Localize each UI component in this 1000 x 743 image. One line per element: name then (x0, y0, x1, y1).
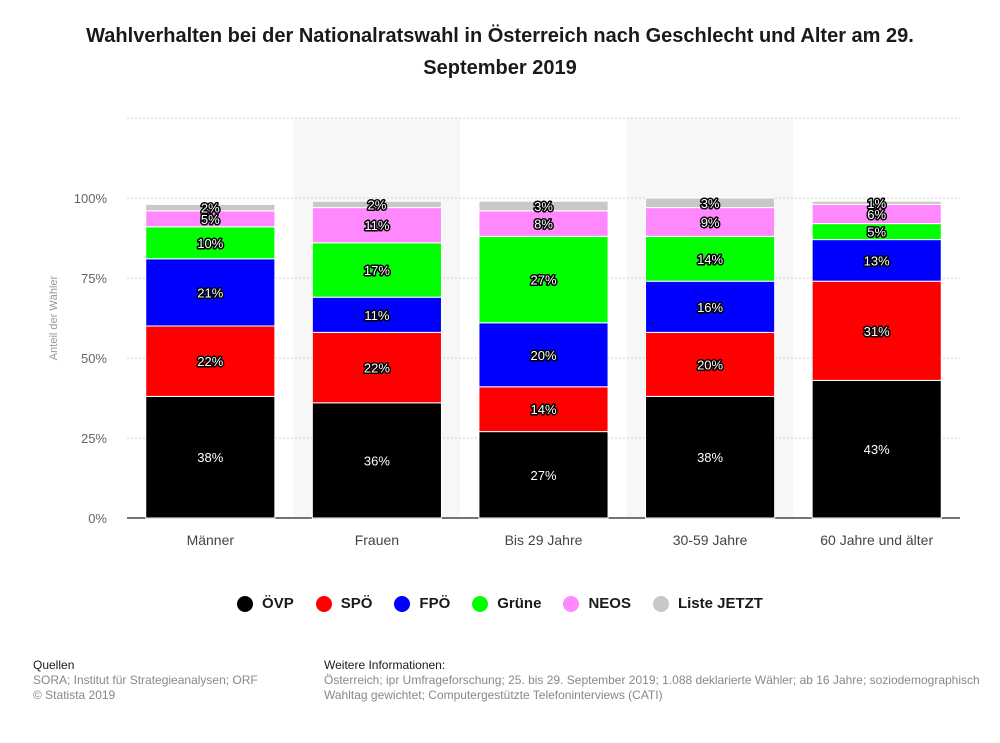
data-label: 2% (368, 197, 387, 212)
x-tick-label: Männer (187, 532, 235, 548)
sources-heading: Quellen (33, 658, 75, 672)
bar-segment (311, 331, 442, 404)
data-label: 1% (867, 196, 886, 211)
bar-segment (645, 395, 776, 519)
info-block: Weitere Informationen: Österreich; ipr U… (324, 658, 1000, 703)
bar-segment (645, 331, 776, 397)
y-axis-title: Anteil der Wähler (48, 275, 60, 360)
data-label: 11% (364, 218, 389, 233)
data-label: 38% (697, 450, 723, 465)
legend-item[interactable]: SPÖ (315, 595, 373, 612)
info-text-line2: Wahltag gewichtet; Computergestützte Tel… (324, 688, 663, 702)
data-label: 22% (364, 361, 390, 376)
sources-block: Quellen SORA; Institut für Strategieanal… (33, 658, 258, 703)
legend-label: FPÖ (419, 595, 451, 612)
data-label: 8% (534, 217, 553, 232)
bar-segment (145, 395, 276, 519)
chart-title: Wahlverhalten bei der Nationalratswahl i… (86, 25, 914, 79)
info-text-line1: Österreich; ipr Umfrageforschung; 25. bi… (324, 673, 980, 687)
data-label: 27% (530, 468, 556, 483)
bar-segment (811, 200, 942, 205)
legend-item[interactable]: Liste JETZT (652, 595, 763, 612)
y-tick-label: 25% (81, 431, 107, 446)
data-label: 27% (530, 273, 556, 288)
data-label: 20% (697, 357, 723, 372)
data-label: 17% (364, 263, 390, 278)
x-tick-label: Frauen (355, 532, 399, 548)
bar-segment (645, 207, 776, 237)
legend-item[interactable]: Grüne (472, 595, 541, 612)
data-label: 43% (864, 442, 890, 457)
data-label: 6% (867, 207, 886, 222)
bar-segment (478, 200, 609, 212)
copyright-text: © Statista 2019 (33, 688, 116, 702)
legend-label: Grüne (497, 595, 542, 612)
x-tick-label: 30-59 Jahre (673, 532, 748, 548)
data-label: 22% (197, 354, 223, 369)
legend-swatch-icon (315, 595, 332, 612)
y-tick-label: 0% (88, 511, 107, 526)
bar-segment (478, 431, 609, 519)
data-label: 3% (701, 196, 720, 211)
legend-label: ÖVP (262, 595, 294, 612)
data-label: 14% (697, 252, 723, 267)
data-label: 16% (697, 300, 723, 315)
data-label: 5% (201, 212, 220, 227)
data-label: 20% (530, 348, 556, 363)
data-label: 31% (864, 324, 890, 339)
legend-swatch-icon (394, 595, 411, 612)
legend-item[interactable]: NEOS (563, 595, 631, 612)
data-label: 21% (197, 285, 223, 300)
bar-segment (311, 296, 442, 333)
info-heading: Weitere Informationen: (324, 658, 446, 672)
bar-segment (311, 402, 442, 519)
legend-swatch-icon (472, 595, 489, 612)
bar-segment (145, 325, 276, 397)
sources-text: SORA; Institut für Strategieanalysen; OR… (33, 673, 258, 687)
bar-segment (645, 197, 776, 209)
bar-segment (145, 203, 276, 212)
bar-segment (478, 386, 609, 433)
bar-segment (311, 242, 442, 298)
y-tick-label: 75% (81, 271, 107, 286)
bar-segment (478, 210, 609, 237)
y-tick-label: 100% (74, 191, 108, 206)
legend-swatch-icon (563, 595, 580, 612)
bar-segment (311, 207, 442, 244)
data-label: 10% (197, 236, 223, 251)
legend-label: Liste JETZT (677, 595, 763, 612)
bar-segment (645, 280, 776, 333)
data-label: 14% (530, 402, 556, 417)
bar-segment (478, 235, 609, 324)
bar-segment (811, 280, 942, 381)
legend-item[interactable]: FPÖ (394, 595, 450, 612)
bar-segment (811, 239, 942, 282)
data-label: 13% (864, 253, 890, 268)
data-label: 2% (201, 201, 220, 216)
data-label: 36% (364, 453, 390, 468)
legend-swatch-icon (652, 595, 669, 612)
x-tick-label: Bis 29 Jahre (505, 532, 583, 548)
data-label: 11% (364, 308, 389, 323)
data-label: 5% (867, 225, 886, 240)
legend-label: NEOS (588, 595, 631, 612)
data-label: 9% (701, 215, 720, 230)
legend-item[interactable]: ÖVP (237, 595, 294, 612)
x-tick-label: 60 Jahre und älter (820, 532, 933, 548)
bar-segment (811, 379, 942, 519)
legend-swatch-icon (237, 595, 254, 612)
data-label: 3% (534, 199, 553, 214)
legend-label: SPÖ (340, 595, 373, 612)
y-tick-label: 50% (81, 351, 107, 366)
data-label: 38% (197, 450, 223, 465)
bar-segment (645, 235, 776, 282)
bar-segment (478, 322, 609, 388)
bar-segment (311, 200, 442, 209)
stacked-bar-chart: 0% 25% 50% 75% 100% Anteil der Wähler 38% 22% 21… (48, 117, 960, 548)
chart-legend: ÖVP SPÖ FPÖ Grüne NEOS Liste JETZT (0, 595, 1000, 612)
